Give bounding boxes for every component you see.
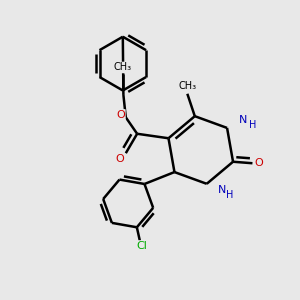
Text: H: H	[249, 120, 256, 130]
Text: N: N	[218, 185, 226, 195]
Text: O: O	[255, 158, 263, 168]
Text: O: O	[116, 154, 124, 164]
Text: CH₃: CH₃	[114, 62, 132, 73]
Text: O: O	[116, 110, 125, 120]
Text: N: N	[239, 116, 248, 125]
Text: Cl: Cl	[137, 241, 148, 251]
Text: H: H	[226, 190, 234, 200]
Text: CH₃: CH₃	[178, 81, 196, 91]
